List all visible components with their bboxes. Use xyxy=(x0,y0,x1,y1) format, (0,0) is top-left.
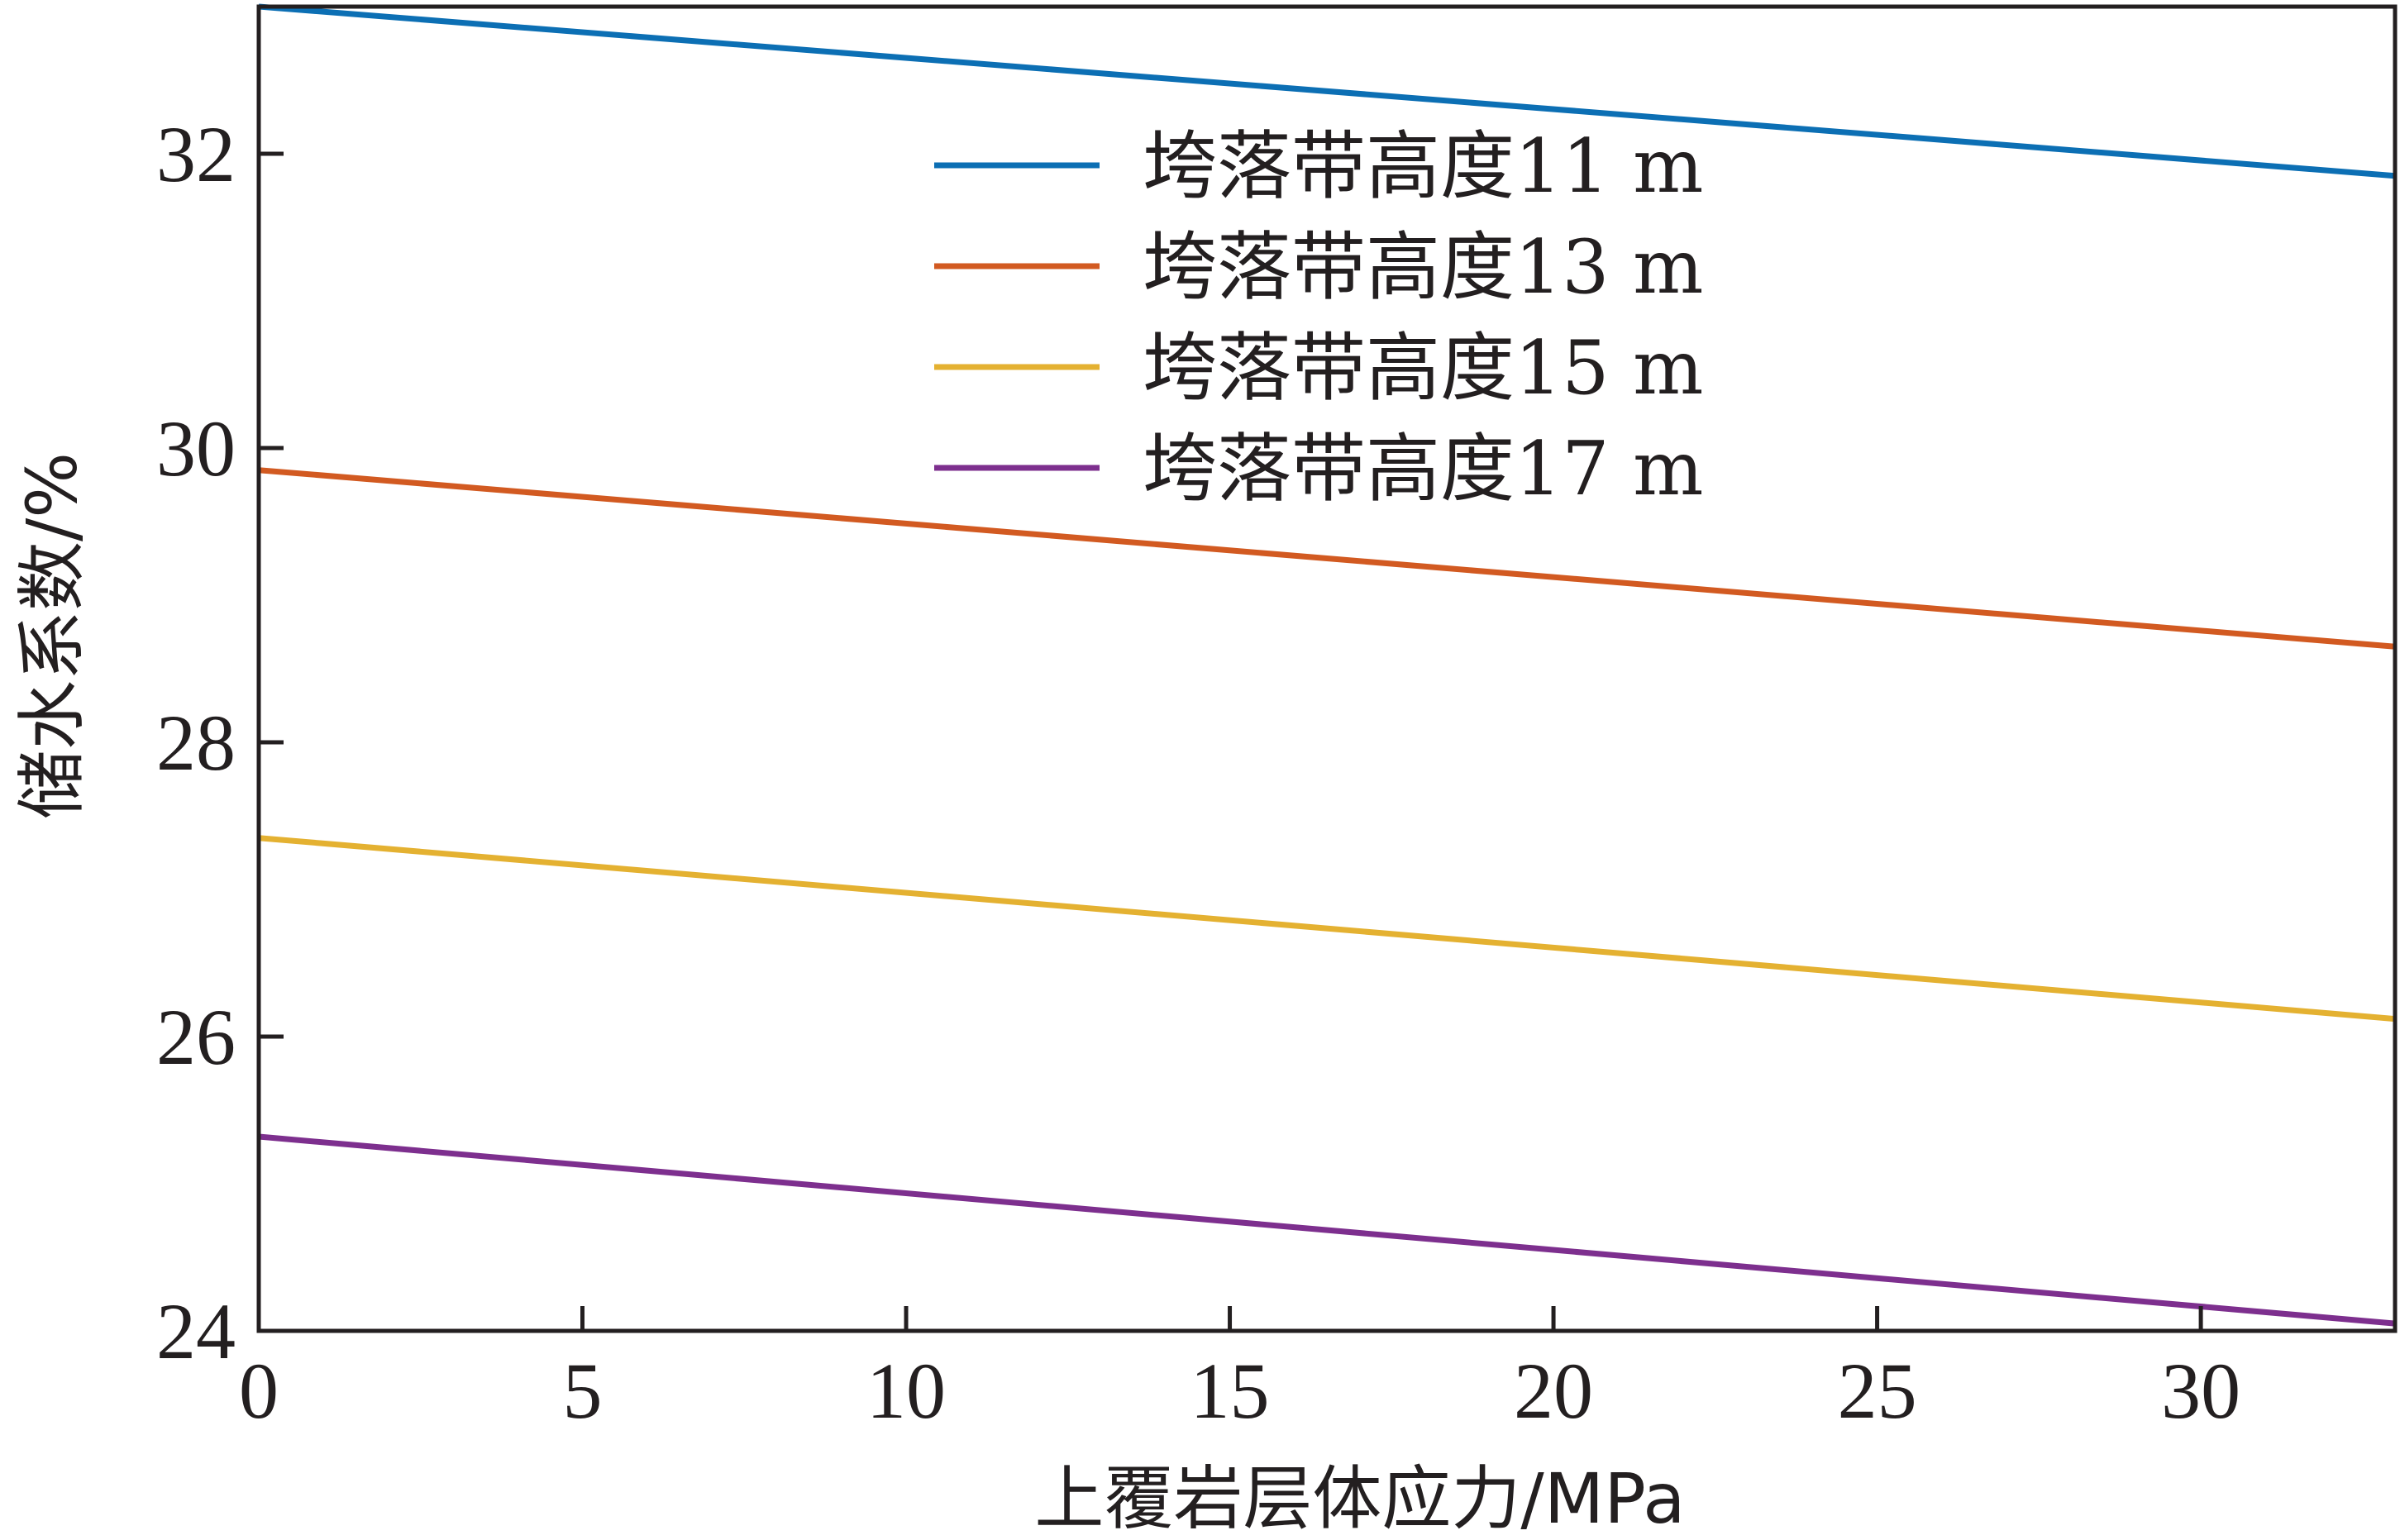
x-tick-label: 25 xyxy=(1838,1347,1917,1435)
legend-label: 垮落带高度15 m xyxy=(1143,325,1703,412)
legend-label: 垮落带高度17 m xyxy=(1143,426,1703,513)
series-layer xyxy=(258,3,2396,1327)
x-tick-label: 20 xyxy=(1514,1347,1593,1435)
y-tick-label: 32 xyxy=(156,110,236,198)
x-tick-label: 15 xyxy=(1190,1347,1270,1435)
series-line-4 xyxy=(258,1133,2396,1327)
plot-frame xyxy=(256,4,2398,1333)
x-tick-label: 5 xyxy=(563,1347,603,1435)
x-tick-label: 0 xyxy=(239,1347,279,1435)
y-tick-label: 26 xyxy=(156,993,236,1081)
y-tick-label: 30 xyxy=(156,404,236,493)
x-axis-ticks: 0 5 10 15 20 25 30 xyxy=(239,1306,2240,1435)
x-axis-title: 上覆岩层体应力/MPa xyxy=(1034,1458,1685,1539)
series-line-3 xyxy=(258,835,2396,1023)
series-line-1 xyxy=(258,3,2396,179)
series-line-2 xyxy=(258,467,2396,650)
legend-label: 垮落带高度11 m xyxy=(1143,123,1703,210)
y-tick-label: 28 xyxy=(156,698,236,787)
x-tick-label: 10 xyxy=(866,1347,946,1435)
y-axis-title: 储水系数/% xyxy=(12,452,93,819)
y-axis-ticks: 24 26 28 30 32 xyxy=(156,110,284,1376)
x-tick-label: 30 xyxy=(2161,1347,2240,1435)
legend-label: 垮落带高度13 m xyxy=(1143,224,1703,311)
y-tick-label: 24 xyxy=(156,1287,236,1376)
legend: 垮落带高度11 m 垮落带高度13 m 垮落带高度15 m 垮落带高度17 m xyxy=(934,123,1703,513)
